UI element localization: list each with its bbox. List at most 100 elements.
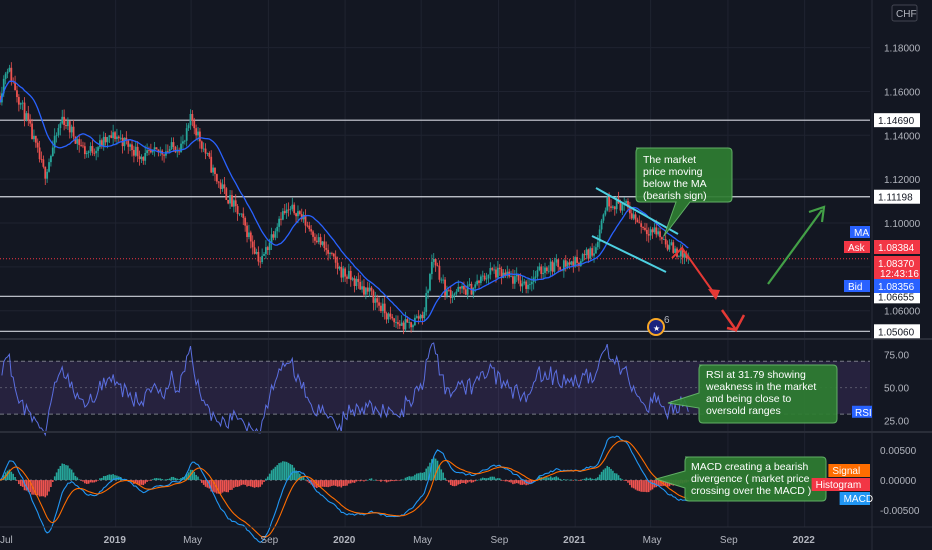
macd-bar xyxy=(85,480,88,484)
macd-bar xyxy=(16,480,18,481)
macd-bar xyxy=(431,459,433,481)
rsi-tick-label: 50.00 xyxy=(884,384,909,395)
candle-body xyxy=(474,284,477,288)
channel-lower-line[interactable] xyxy=(591,235,667,273)
candle-body xyxy=(210,156,213,173)
candle-body xyxy=(461,285,463,289)
candle-body xyxy=(638,222,641,224)
macd-bar xyxy=(65,465,67,481)
candle-body xyxy=(236,206,239,214)
candle-body xyxy=(455,291,458,294)
macd-bar xyxy=(234,480,237,487)
macd-bar xyxy=(268,473,271,481)
candle-body xyxy=(359,281,362,290)
candle-body xyxy=(644,227,646,230)
event-badge[interactable]: ★ 6 xyxy=(647,315,670,336)
macd-callout[interactable]: MACD creating a bearish divergence ( mar… xyxy=(654,456,827,502)
macd-bar xyxy=(455,480,458,486)
macd-bar xyxy=(438,465,441,481)
candle-body xyxy=(83,146,86,155)
rsi-tag-label: RSI xyxy=(855,408,872,419)
macd-bar xyxy=(285,461,288,481)
candle-body xyxy=(674,248,677,253)
candle-body xyxy=(340,266,343,278)
candle-body xyxy=(110,135,113,139)
bullish-arrow[interactable] xyxy=(767,209,823,285)
macd-histogram xyxy=(0,457,690,498)
candle-body xyxy=(485,278,488,280)
candle-body xyxy=(574,257,577,267)
candle-body xyxy=(661,237,663,240)
macd-bar xyxy=(666,480,669,487)
candle-body xyxy=(185,128,188,141)
candle-body xyxy=(14,81,16,91)
macd-bar xyxy=(342,480,345,486)
candle-body xyxy=(506,271,509,276)
candle-body xyxy=(187,125,190,129)
candle-body xyxy=(36,142,39,148)
candle-body xyxy=(138,156,141,160)
candle-body xyxy=(219,182,222,190)
candle-body xyxy=(208,153,211,157)
candle-body xyxy=(259,261,262,263)
macd-bar xyxy=(646,480,648,493)
macd-bar xyxy=(168,478,171,481)
candle-body xyxy=(625,201,627,204)
macd-bar xyxy=(481,477,484,481)
candle-body xyxy=(19,103,22,105)
rsi-callout[interactable]: RSI at 31.79 showing weakness in the mar… xyxy=(667,364,838,424)
macd-bar xyxy=(70,469,73,481)
candle-body xyxy=(451,294,454,299)
candle-body xyxy=(408,322,411,324)
macd-bar xyxy=(278,463,280,481)
candle-body xyxy=(134,146,137,156)
macd-bar xyxy=(587,478,590,481)
candle-body xyxy=(572,261,575,267)
level-tag-label: 1.11198 xyxy=(878,193,913,204)
price-tag-name: Bid xyxy=(848,282,862,293)
time-axis[interactable]: Jul 2019 May Sep 2020 May Sep 2021 May Sep 2022 xyxy=(0,535,815,546)
macd-bar xyxy=(444,477,446,481)
candle-body xyxy=(53,135,56,148)
candle-body xyxy=(334,256,337,263)
candle-body xyxy=(446,289,448,296)
macd-bar xyxy=(636,480,639,491)
candle-body xyxy=(97,147,99,151)
macd-bar xyxy=(421,472,424,481)
candle-body xyxy=(523,281,526,284)
macd-bar xyxy=(57,468,60,481)
macd-bar xyxy=(319,480,322,488)
macd-bar xyxy=(174,477,177,481)
channel-upper-line[interactable] xyxy=(595,187,679,235)
macd-bar xyxy=(627,480,629,483)
currency-button[interactable]: CHF xyxy=(891,4,918,22)
macd-bar xyxy=(459,480,461,484)
candle-body xyxy=(68,121,71,133)
macd-bar xyxy=(578,480,580,481)
candle-body xyxy=(406,319,409,323)
macd-bar xyxy=(604,468,607,481)
time-tick-label: Sep xyxy=(490,535,508,546)
candle-body xyxy=(306,225,309,227)
candle-body xyxy=(257,251,260,262)
price-tick-label: 1.18000 xyxy=(884,44,921,55)
macd-bar xyxy=(142,480,145,486)
candle-body xyxy=(108,135,111,137)
macd-bar xyxy=(629,480,631,486)
candle-body xyxy=(321,241,324,245)
candle-body xyxy=(281,211,284,220)
macd-bar xyxy=(35,480,37,496)
bearish-path-arrow[interactable] xyxy=(671,246,717,297)
macd-bar xyxy=(613,473,616,481)
candle-body xyxy=(149,150,152,153)
macd-bar xyxy=(363,480,365,482)
candle-body xyxy=(310,229,313,232)
macd-bar xyxy=(574,479,576,481)
candle-body xyxy=(114,132,116,139)
macd-bar xyxy=(504,480,507,482)
macd-bar xyxy=(502,480,505,481)
candle-body xyxy=(48,162,50,172)
price-callout[interactable]: The market price moving below the MA (be… xyxy=(635,147,733,237)
candle-body xyxy=(74,136,77,144)
